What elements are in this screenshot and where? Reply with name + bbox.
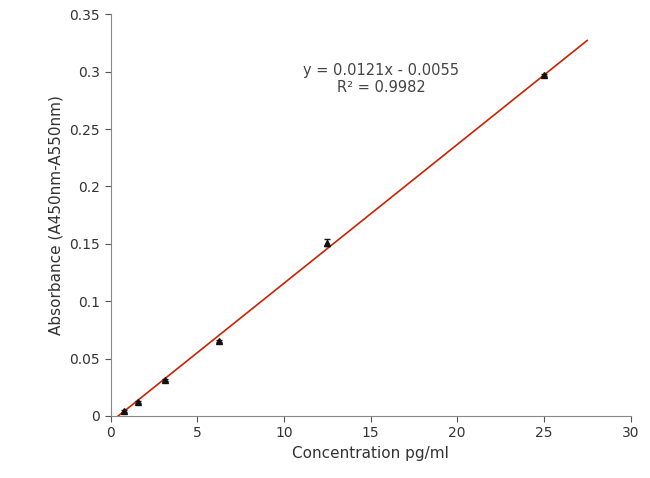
X-axis label: Concentration pg/ml: Concentration pg/ml [292, 446, 449, 461]
Y-axis label: Absorbance (A450nm-A550nm): Absorbance (A450nm-A550nm) [49, 95, 64, 335]
Text: y = 0.0121x - 0.0055
R² = 0.9982: y = 0.0121x - 0.0055 R² = 0.9982 [303, 63, 459, 95]
